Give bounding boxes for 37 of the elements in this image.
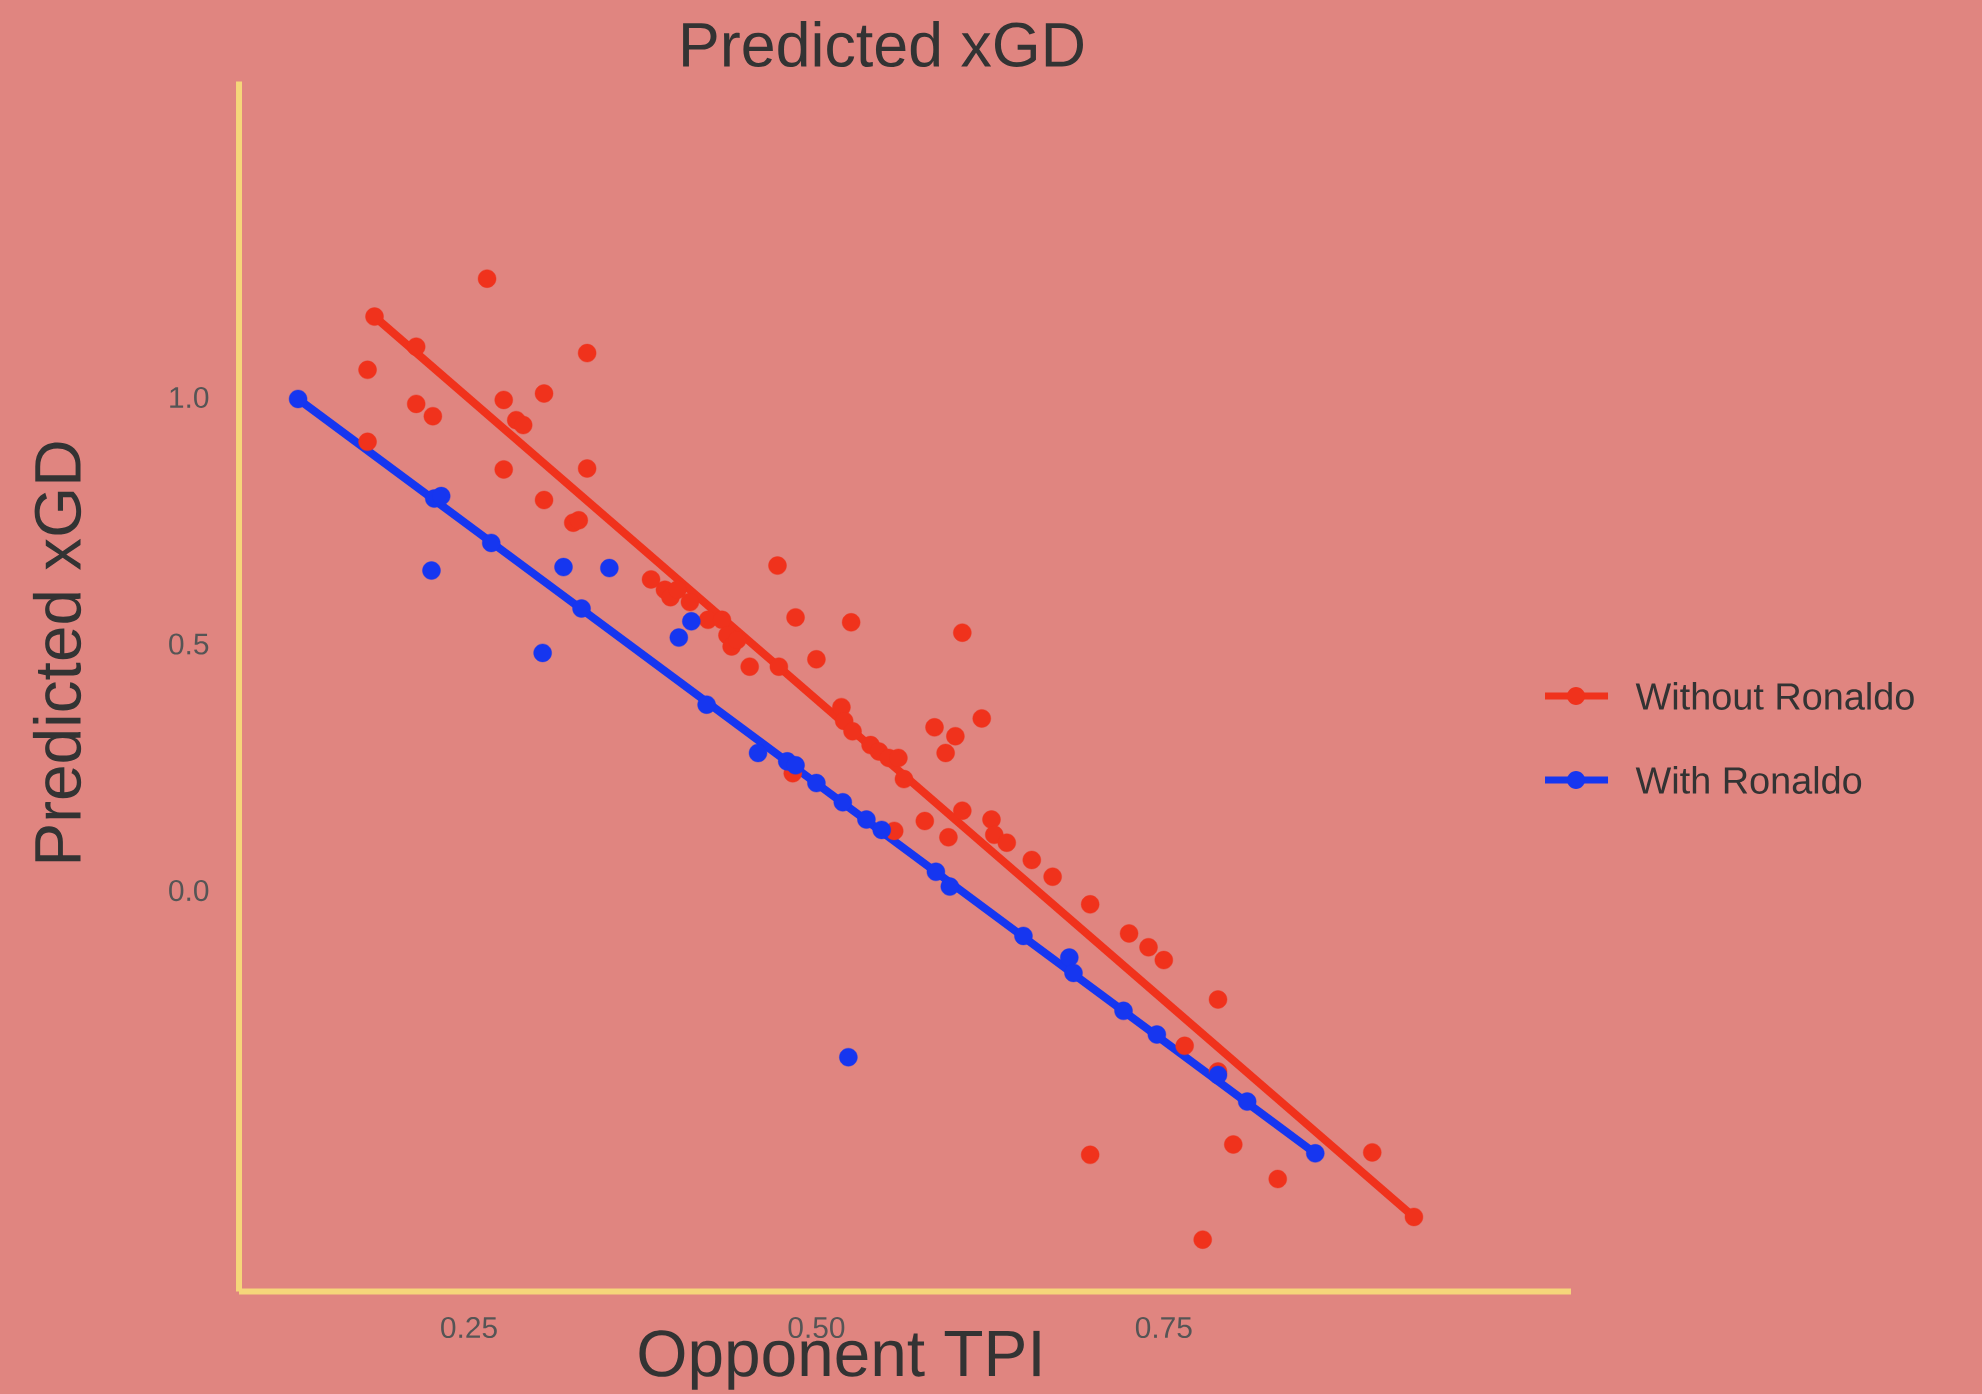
y-axis-title: Predicted xGD	[32, 442, 82, 862]
legend-label: Without Ronaldo	[1635, 682, 1914, 710]
point	[1114, 1001, 1133, 1021]
point	[926, 862, 946, 882]
point	[682, 612, 701, 631]
point	[600, 558, 619, 578]
point	[482, 533, 501, 553]
point	[872, 820, 891, 840]
point	[839, 1048, 858, 1067]
point	[857, 810, 876, 829]
point	[786, 756, 805, 775]
point	[422, 561, 441, 580]
point	[833, 793, 853, 812]
y-tick-label: 0.5	[169, 633, 209, 655]
point	[554, 557, 573, 577]
point	[1306, 1144, 1325, 1163]
point	[1014, 926, 1033, 946]
point	[432, 486, 451, 506]
point	[533, 643, 552, 663]
point	[1237, 1092, 1257, 1111]
point	[669, 628, 689, 647]
point	[940, 877, 960, 896]
point	[1064, 963, 1083, 983]
x-tick-label: 0.75	[1135, 1316, 1192, 1339]
point	[1060, 948, 1079, 967]
point	[748, 743, 768, 763]
point	[807, 773, 826, 793]
point	[1208, 1065, 1228, 1085]
point	[697, 695, 716, 714]
chart-title: Predicted xGD	[683, 20, 1083, 68]
legend-label: With Ronaldo	[1635, 766, 1862, 794]
point	[572, 599, 591, 618]
y-tick-label: 0.0	[169, 879, 209, 902]
point	[1147, 1025, 1167, 1044]
point	[288, 389, 308, 409]
y-tick-label: 1.0	[170, 386, 209, 409]
x-tick-label: 0.25	[441, 1316, 497, 1339]
